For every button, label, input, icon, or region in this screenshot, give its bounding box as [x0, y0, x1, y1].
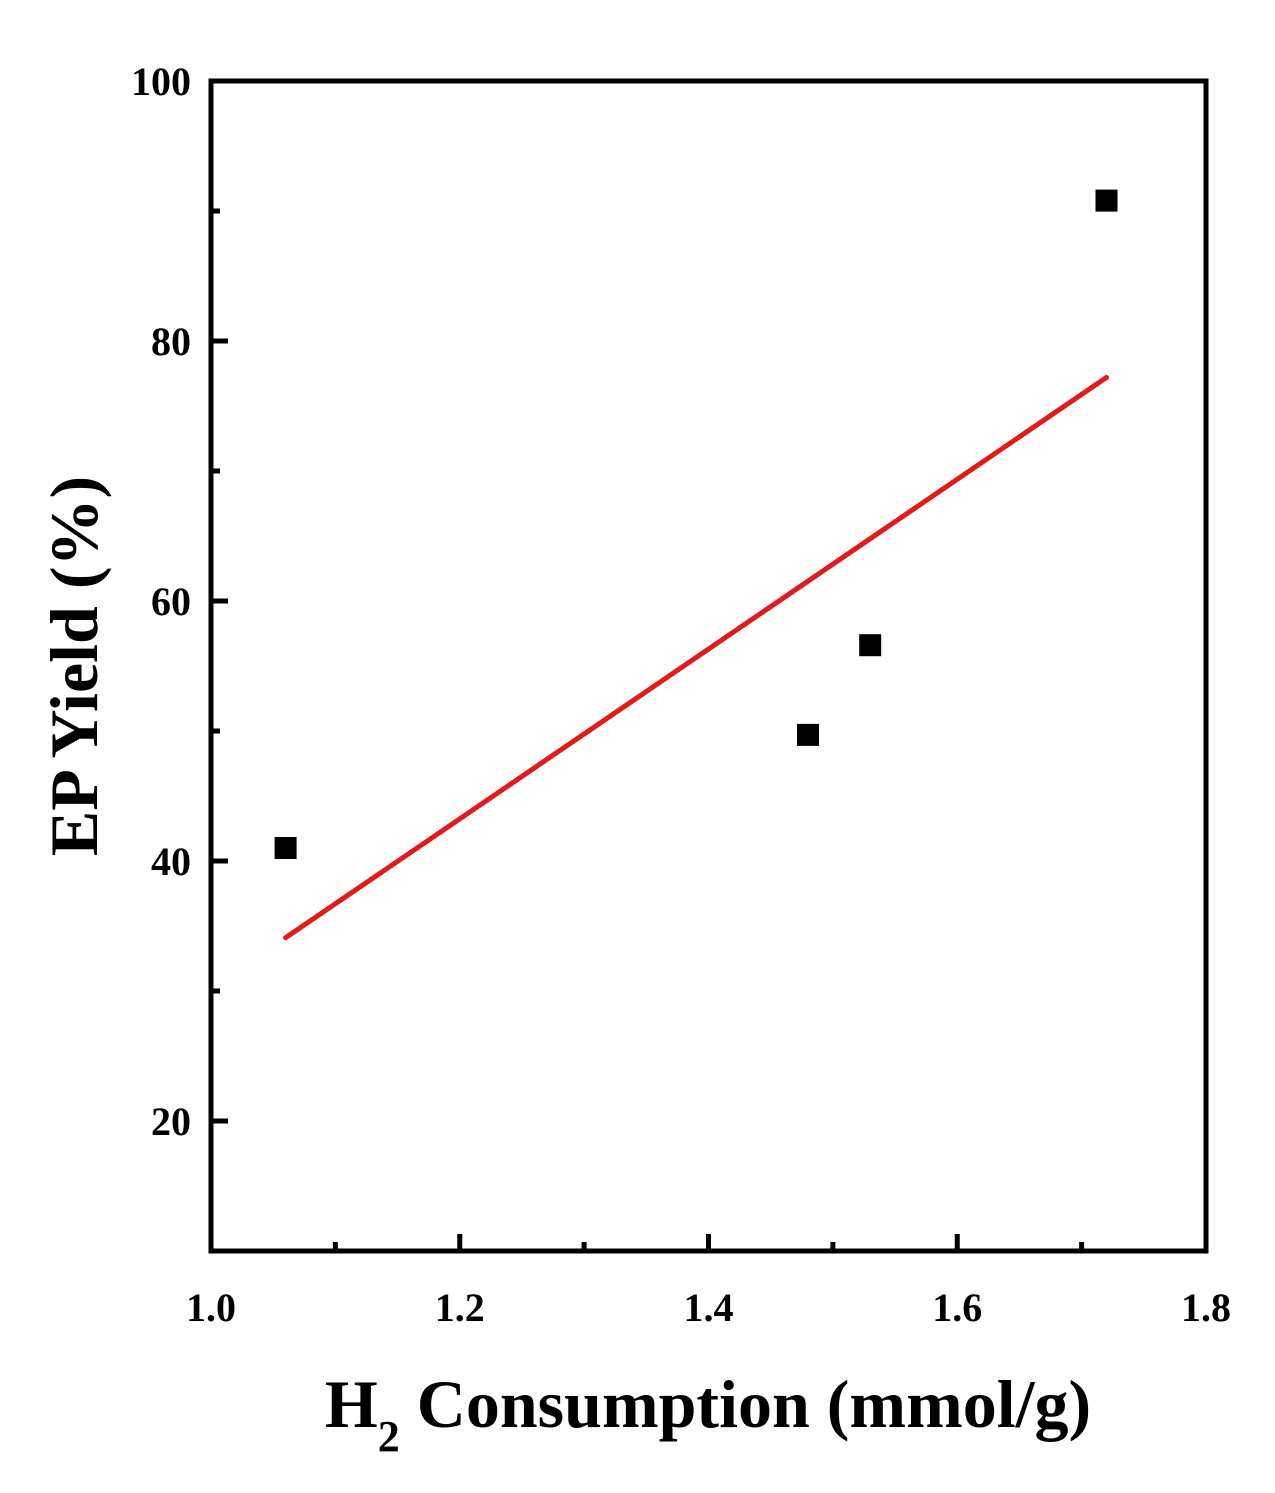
x-axis-title-rest: Consumption (mmol/g)	[400, 1366, 1091, 1442]
y-axis-title: EP Yield (%)	[36, 476, 112, 856]
x-axis-title-subscript: 2	[378, 1412, 400, 1461]
x-axis-ticks	[208, 1234, 1209, 1251]
y-tick-label: 20	[151, 1099, 191, 1144]
x-axis-tick-labels: 1.0 1.2 1.4 1.6 1.8	[186, 1285, 1231, 1330]
fit-line	[283, 374, 1109, 941]
y-axis-tick-labels: 20 40 60 80 100	[131, 59, 191, 1144]
x-axis-title: H2 Consumption (mmol/g)	[325, 1366, 1091, 1461]
y-tick-label: 60	[151, 579, 191, 624]
y-tick-label: 80	[151, 319, 191, 364]
x-tick-label: 1.4	[684, 1285, 734, 1330]
data-point	[274, 837, 297, 859]
plot-frame	[208, 78, 1209, 1254]
data-point	[797, 723, 819, 746]
data-points	[274, 189, 1118, 859]
y-axis-ticks	[211, 78, 228, 1124]
x-axis-title-main: H	[325, 1366, 378, 1442]
x-tick-label: 1.0	[186, 1285, 236, 1330]
x-tick-label: 1.2	[435, 1285, 485, 1330]
x-tick-label: 1.8	[1181, 1285, 1231, 1330]
x-tick-label: 1.6	[932, 1285, 982, 1330]
data-point	[859, 634, 882, 657]
data-point	[1095, 189, 1118, 212]
y-tick-label: 100	[131, 59, 191, 104]
y-tick-label: 40	[151, 839, 191, 884]
